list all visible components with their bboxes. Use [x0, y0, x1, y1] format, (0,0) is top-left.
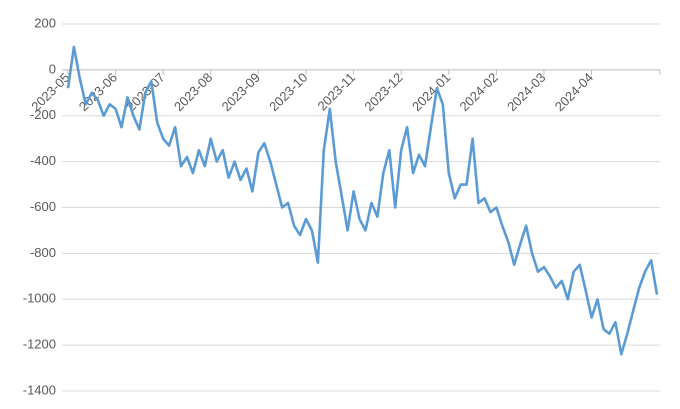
- x-tick-label: 2023-10: [266, 70, 310, 114]
- x-tick-label: 2024-01: [409, 70, 453, 114]
- y-tick-label: 200: [34, 15, 56, 30]
- y-tick-label: 0: [49, 61, 56, 76]
- x-tick-label: 2024-02: [457, 70, 501, 114]
- x-tick-label: 2023-12: [361, 70, 405, 114]
- y-tick-label: -1000: [23, 291, 56, 306]
- y-tick-label: -400: [30, 153, 56, 168]
- line-series: [66, 45, 659, 356]
- y-tick-label: -800: [30, 245, 56, 260]
- x-tick-label: 2024-03: [504, 70, 548, 114]
- x-tick-label: 2023-08: [171, 70, 215, 114]
- x-tick-label: 2023-09: [219, 70, 263, 114]
- x-tick-label: 2024-04: [552, 70, 596, 114]
- y-tick-label: -1200: [23, 337, 56, 352]
- y-tick-label: -600: [30, 199, 56, 214]
- y-tick-label: -1400: [23, 382, 56, 397]
- x-tick-label: 2023-11: [314, 70, 358, 114]
- y-tick-label: -200: [30, 107, 56, 122]
